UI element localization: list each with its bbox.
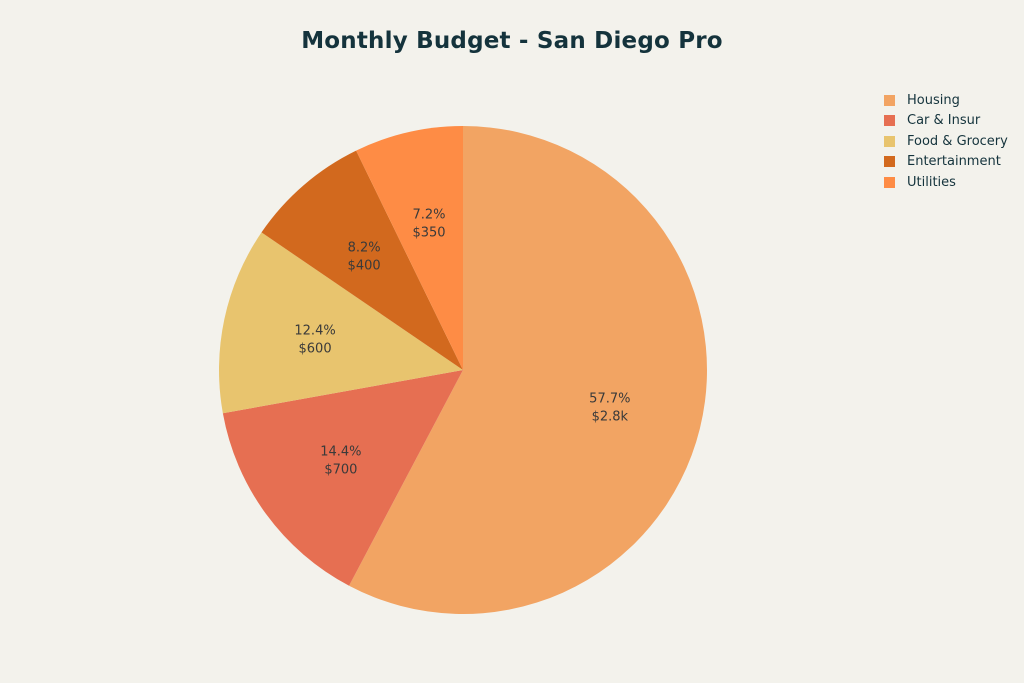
legend-item-food-grocery[interactable]: Food & Grocery bbox=[884, 131, 1024, 152]
slice-percent-label: 7.2% bbox=[412, 208, 445, 223]
legend-item-car-insur[interactable]: Car & Insur bbox=[884, 111, 1024, 132]
legend-label: Car & Insur bbox=[907, 113, 981, 129]
slice-percent-label: 12.4% bbox=[294, 323, 335, 338]
pie-slice-food-grocery bbox=[219, 232, 463, 414]
legend-swatch bbox=[884, 135, 895, 147]
slice-value-label: $700 bbox=[324, 462, 357, 477]
legend: Housing Car & Insur Food & Grocery Entertai… bbox=[884, 90, 1024, 193]
pie-slice-housing bbox=[349, 126, 708, 615]
legend-label: Utilities bbox=[907, 174, 956, 190]
legend-label: Food & Grocery bbox=[907, 133, 1008, 149]
slice-value-label: $400 bbox=[348, 259, 381, 274]
legend-swatch bbox=[884, 115, 895, 127]
legend-swatch bbox=[884, 176, 895, 188]
legend-item-housing[interactable]: Housing bbox=[884, 90, 1024, 111]
legend-swatch bbox=[884, 156, 895, 168]
slice-value-label: $350 bbox=[412, 226, 445, 241]
legend-item-entertainment[interactable]: Entertainment bbox=[884, 152, 1024, 173]
slice-value-label: $600 bbox=[299, 341, 332, 356]
legend-swatch bbox=[884, 94, 895, 106]
slice-percent-label: 14.4% bbox=[320, 444, 361, 459]
pie-slice-entertainment bbox=[261, 150, 463, 370]
slice-value-label: $2.8k bbox=[592, 409, 629, 424]
legend-item-utilities[interactable]: Utilities bbox=[884, 172, 1024, 193]
legend-label: Housing bbox=[907, 92, 960, 108]
slice-percent-label: 57.7% bbox=[589, 391, 630, 406]
slice-percent-label: 8.2% bbox=[348, 241, 381, 256]
chart-title: Monthly Budget - San Diego Pro bbox=[301, 28, 723, 54]
legend-label: Entertainment bbox=[907, 154, 1001, 170]
pie-slice-car-insur bbox=[222, 370, 463, 586]
pie-slice-utilities bbox=[356, 126, 463, 370]
